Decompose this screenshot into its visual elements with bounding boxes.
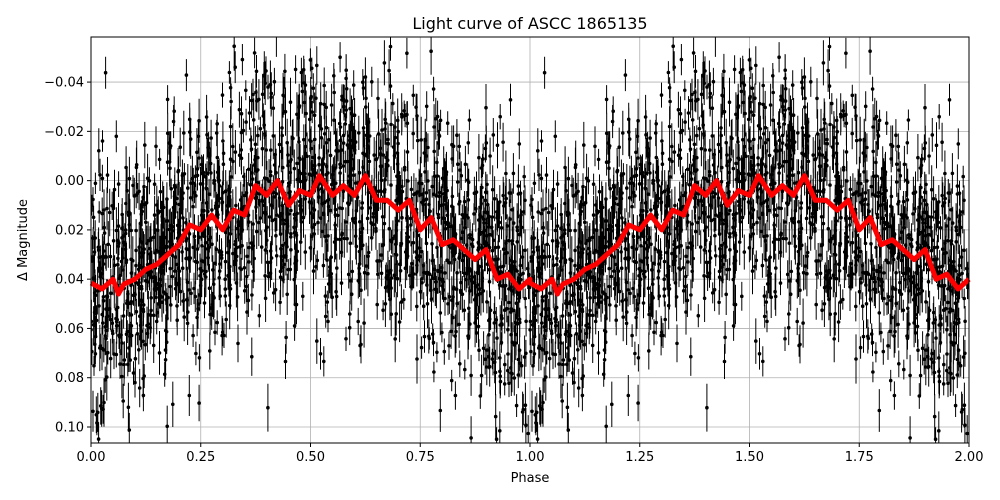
- x-tick-label: 2.00: [955, 450, 984, 465]
- x-tick-label: 1.00: [516, 450, 545, 465]
- binned-curve-line: [89, 173, 971, 297]
- x-axis-label: Phase: [511, 471, 550, 486]
- y-tick-label: 0.02: [55, 223, 84, 238]
- y-axis-label: Δ Magnitude: [16, 199, 31, 281]
- y-tick-label: 0.06: [55, 322, 84, 337]
- y-tick-label: −0.04: [44, 76, 84, 91]
- x-tick-label: 0.50: [296, 450, 325, 465]
- x-tick-label: 1.25: [625, 450, 654, 465]
- x-tick-label: 1.50: [735, 450, 764, 465]
- y-tick-label: 0.04: [55, 273, 84, 288]
- x-tick-label: 0.25: [186, 450, 215, 465]
- data-point-markers: [91, 37, 969, 442]
- y-axis-ticks: −0.04 −0.02 0.00 0.02 0.04 0.06 0.08 0.10: [44, 76, 91, 435]
- y-tick-label: 0.10: [55, 420, 84, 435]
- chart-title: Light curve of ASCC 1865135: [412, 14, 647, 33]
- y-tick-label: −0.02: [44, 125, 84, 140]
- y-tick-label: 0.08: [55, 371, 84, 386]
- x-tick-label: 0.75: [406, 450, 435, 465]
- x-axis-ticks: 0.00 0.25 0.50 0.75 1.00 1.25 1.50 1.75 2.00: [77, 443, 984, 465]
- y-tick-label: 0.00: [55, 174, 84, 189]
- x-tick-label: 1.75: [845, 450, 874, 465]
- x-tick-label: 0.00: [77, 450, 106, 465]
- data-points: [91, 37, 969, 443]
